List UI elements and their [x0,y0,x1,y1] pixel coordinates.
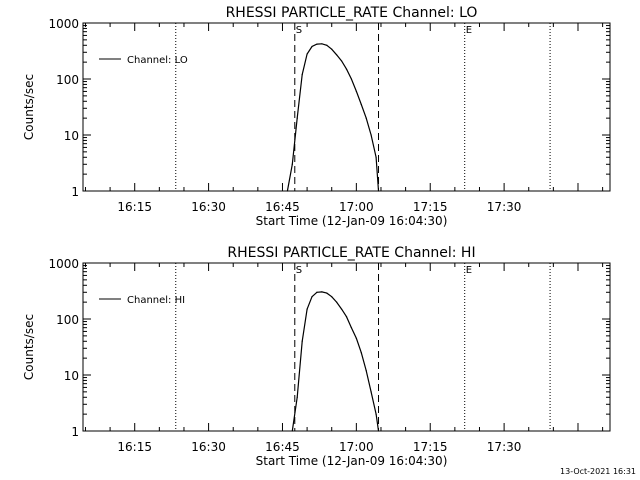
data-point [350,327,353,329]
chart-hi: RHESSI PARTICLE_RATE Channel: HI 1 10 100 10… [22,245,611,468]
x-tick-label: 17:30 [487,200,522,214]
data-point [345,316,348,318]
x-tick-label: 16:15 [117,200,152,214]
data-point [326,292,328,294]
data-point [296,117,298,119]
data-point [355,337,357,340]
data-point [365,117,367,119]
data-point [377,430,380,432]
x-tick-label: 17:15 [413,200,448,214]
y-tick-label: 1000 [48,17,79,31]
legend-entry: Channel: HI [127,295,185,306]
x-axis-label: Start Time (12-Jan-09 16:04:30) [256,214,448,228]
y-axis-label: Counts/sec [22,314,36,380]
data-point [291,430,293,432]
data-point [355,90,357,93]
data-point [370,134,372,136]
y-tick-label: 10 [64,369,79,383]
data-point [311,296,313,298]
plot-frame [82,262,611,432]
data-point [375,156,377,158]
x-axis-label: Start Time (12-Jan-09 16:04:30) [256,454,448,468]
x-tick-label: 17:00 [339,440,374,454]
data-point [301,340,303,342]
data-point [306,308,308,310]
x-tick-label: 17:00 [339,200,374,214]
chart-title: RHESSI PARTICLE_RATE Channel: HI [227,245,475,261]
x-tick-label: 16:30 [191,200,226,214]
data-point [306,53,308,55]
start-marker-label: S [296,265,302,276]
y-tick-label: 100 [56,73,79,87]
data-point [331,48,333,50]
data-point [286,190,288,192]
y-tick-label: 1000 [48,257,79,271]
y-tick-label: 100 [56,313,79,327]
data-point [311,45,313,48]
y-tick-label: 10 [64,129,79,143]
legend-entry: Channel: LO [127,55,188,66]
data-point [377,190,380,192]
data-point [336,54,338,56]
data-point [360,103,362,106]
chart-title: RHESSI PARTICLE_RATE Channel: LO [226,5,478,21]
end-marker-label: E [466,25,472,36]
y-tick-label: 1 [71,425,79,439]
data-point [321,291,323,293]
x-tick-label: 17:15 [413,440,448,454]
data-point [340,60,343,62]
data-point [350,78,353,80]
x-tick-label: 16:45 [265,440,300,454]
data-point [331,296,333,298]
data-point [340,308,343,310]
x-tick-label: 16:45 [265,200,300,214]
data-point [316,43,318,45]
data-point [336,301,338,303]
start-marker-label: S [296,25,302,36]
data-point [301,73,303,76]
chart-lo: RHESSI PARTICLE_RATE Channel: LO 1 10 100 10… [22,5,611,228]
x-tick-label: 17:30 [487,440,522,454]
data-point [375,413,377,415]
data-point [326,44,328,46]
x-tick-label: 16:30 [191,440,226,454]
data-point [360,352,362,354]
data-point [370,391,372,393]
data-point [316,291,318,293]
data-point [296,396,298,398]
series-line-0 [286,43,380,192]
data-point [345,68,348,70]
x-tick-label: 16:15 [117,440,152,454]
plot-frame [82,22,611,192]
data-point [321,43,323,45]
y-tick-label: 1 [71,185,79,199]
y-axis-label: Counts/sec [22,74,36,140]
data-point [365,369,367,372]
end-marker-label: E [466,265,472,276]
data-point [291,163,293,165]
footer-timestamp: 13-Oct-2021 16:31 [560,467,636,476]
